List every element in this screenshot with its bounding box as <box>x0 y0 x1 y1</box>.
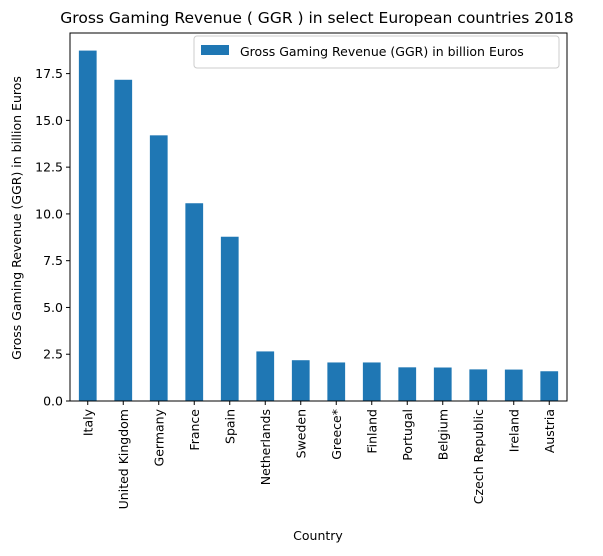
bar-finland <box>362 362 381 401</box>
y-axis: 0.0 2.5 5.0 7.5 10.0 12.5 15.0 17.5 <box>35 66 70 409</box>
y-tick-label: 5.0 <box>43 300 63 315</box>
y-tick-label: 7.5 <box>43 253 63 268</box>
x-tick-label: Germany <box>151 408 166 466</box>
x-tick-label: Portugal <box>400 409 415 461</box>
x-axis-label: Country <box>293 528 343 543</box>
x-tick-label: Netherlands <box>258 409 273 485</box>
y-tick-label: 0.0 <box>43 394 63 409</box>
x-tick-label: Greece* <box>329 409 344 460</box>
y-tick-label: 10.0 <box>35 206 63 221</box>
x-tick-label: Sweden <box>293 409 308 458</box>
bar-france <box>185 203 204 401</box>
bar-austria <box>540 371 559 401</box>
legend: Gross Gaming Revenue (GGR) in billion Eu… <box>193 35 560 69</box>
legend-swatch <box>201 45 229 55</box>
bar-netherlands <box>256 351 275 401</box>
bar-united-kingdom <box>114 79 133 402</box>
bar-italy <box>78 50 97 401</box>
x-tick-label: Belgium <box>435 409 450 460</box>
bars-group <box>78 50 559 402</box>
bar-sweden <box>291 360 310 401</box>
x-tick-label: Spain <box>222 409 237 444</box>
y-tick-label: 12.5 <box>35 160 63 175</box>
bar-ireland <box>504 369 523 401</box>
y-tick-label: 2.5 <box>43 347 63 362</box>
x-tick-label: United Kingdom <box>116 409 131 509</box>
bar-portugal <box>398 367 417 401</box>
bar-czech-republic <box>469 369 488 401</box>
bar-germany <box>149 135 168 401</box>
bar-spain <box>220 236 239 401</box>
plot-frame <box>69 32 568 402</box>
x-axis: Italy United Kingdom Germany France Spain Net… <box>80 401 557 509</box>
legend-label: Gross Gaming Revenue (GGR) in billion Eu… <box>240 44 524 59</box>
x-tick-label: Austria <box>542 409 557 453</box>
x-tick-label: Czech Republic <box>471 409 486 504</box>
y-tick-label: 17.5 <box>35 66 63 81</box>
bar-greece <box>327 362 346 401</box>
y-tick-label: 15.0 <box>35 113 63 128</box>
chart-title: Gross Gaming Revenue ( GGR ) in select E… <box>60 9 573 27</box>
bar-belgium <box>433 367 452 401</box>
x-tick-label: France <box>187 409 202 451</box>
legend-box <box>193 35 560 69</box>
y-axis-label: Gross Gaming Revenue (GGR) in billion Eu… <box>9 76 24 360</box>
x-tick-label: Ireland <box>506 409 521 452</box>
x-tick-label: Finland <box>364 409 379 454</box>
x-tick-label: Italy <box>80 408 95 436</box>
